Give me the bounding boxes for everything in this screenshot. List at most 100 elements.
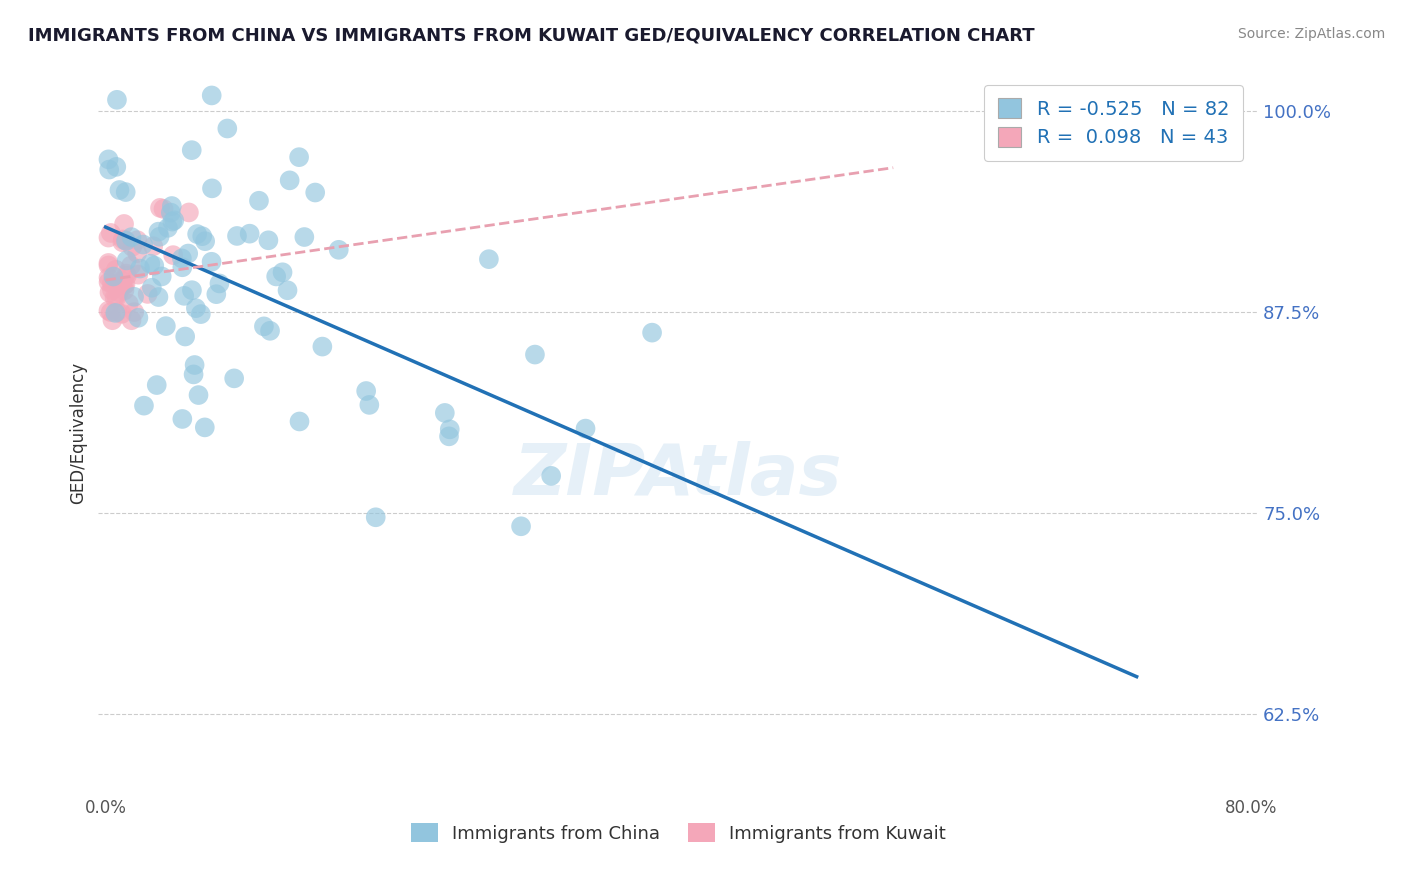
- Point: [205, 287, 228, 301]
- Point: [191, 229, 214, 244]
- Point: [155, 319, 177, 334]
- Point: [105, 160, 128, 174]
- Point: [111, 307, 134, 321]
- Point: [187, 388, 209, 402]
- Point: [264, 269, 287, 284]
- Point: [122, 290, 145, 304]
- Point: [148, 225, 170, 239]
- Point: [170, 252, 193, 266]
- Point: [278, 173, 301, 187]
- Point: [247, 194, 270, 208]
- Point: [111, 232, 134, 246]
- Point: [149, 201, 172, 215]
- Point: [201, 88, 224, 103]
- Point: [184, 301, 207, 315]
- Point: [183, 358, 205, 372]
- Point: [180, 143, 202, 157]
- Point: [98, 285, 121, 300]
- Point: [311, 340, 333, 354]
- Point: [156, 220, 179, 235]
- Point: [108, 285, 131, 300]
- Point: [226, 229, 249, 244]
- Point: [224, 371, 246, 385]
- Point: [121, 240, 143, 254]
- Point: [97, 303, 120, 318]
- Point: [173, 289, 195, 303]
- Point: [510, 519, 533, 533]
- Y-axis label: GED/Equivalency: GED/Equivalency: [69, 361, 87, 504]
- Point: [122, 305, 145, 319]
- Point: [194, 420, 217, 434]
- Point: [253, 319, 276, 334]
- Point: [103, 291, 125, 305]
- Point: [152, 202, 174, 216]
- Point: [439, 422, 461, 436]
- Point: [118, 296, 141, 310]
- Point: [142, 239, 165, 253]
- Point: [148, 290, 170, 304]
- Point: [257, 233, 280, 247]
- Point: [114, 277, 136, 292]
- Point: [177, 205, 200, 219]
- Point: [127, 268, 149, 282]
- Point: [105, 305, 128, 319]
- Point: [145, 378, 167, 392]
- Point: [200, 254, 222, 268]
- Point: [114, 233, 136, 247]
- Point: [105, 93, 128, 107]
- Point: [163, 213, 186, 227]
- Point: [108, 183, 131, 197]
- Point: [120, 259, 142, 273]
- Point: [641, 326, 664, 340]
- Point: [150, 269, 173, 284]
- Point: [111, 235, 134, 250]
- Point: [160, 199, 183, 213]
- Point: [101, 313, 124, 327]
- Point: [217, 121, 239, 136]
- Point: [97, 153, 120, 167]
- Point: [121, 230, 143, 244]
- Text: Source: ZipAtlas.com: Source: ZipAtlas.com: [1237, 27, 1385, 41]
- Point: [437, 429, 460, 443]
- Point: [271, 265, 294, 279]
- Point: [141, 281, 163, 295]
- Point: [359, 398, 381, 412]
- Point: [190, 307, 212, 321]
- Point: [132, 237, 155, 252]
- Point: [112, 217, 135, 231]
- Text: IMMIGRANTS FROM CHINA VS IMMIGRANTS FROM KUWAIT GED/EQUIVALENCY CORRELATION CHAR: IMMIGRANTS FROM CHINA VS IMMIGRANTS FROM…: [28, 27, 1035, 45]
- Point: [103, 269, 125, 284]
- Point: [288, 415, 311, 429]
- Point: [121, 313, 143, 327]
- Point: [183, 368, 205, 382]
- Point: [172, 412, 194, 426]
- Point: [104, 306, 127, 320]
- Point: [523, 347, 546, 361]
- Point: [101, 277, 124, 291]
- Point: [148, 229, 170, 244]
- Point: [115, 268, 138, 283]
- Point: [115, 267, 138, 281]
- Point: [127, 310, 149, 325]
- Point: [304, 186, 326, 200]
- Point: [259, 324, 281, 338]
- Point: [100, 226, 122, 240]
- Point: [129, 261, 152, 276]
- Legend: Immigrants from China, Immigrants from Kuwait: Immigrants from China, Immigrants from K…: [404, 816, 953, 850]
- Point: [186, 227, 208, 241]
- Point: [115, 253, 138, 268]
- Point: [97, 230, 120, 244]
- Point: [239, 227, 262, 241]
- Point: [127, 246, 149, 260]
- Point: [162, 214, 184, 228]
- Point: [100, 305, 122, 319]
- Point: [208, 277, 231, 291]
- Point: [115, 234, 138, 248]
- Point: [162, 248, 184, 262]
- Point: [177, 246, 200, 260]
- Point: [277, 283, 299, 297]
- Point: [127, 233, 149, 247]
- Point: [111, 278, 134, 293]
- Point: [143, 259, 166, 273]
- Point: [540, 468, 562, 483]
